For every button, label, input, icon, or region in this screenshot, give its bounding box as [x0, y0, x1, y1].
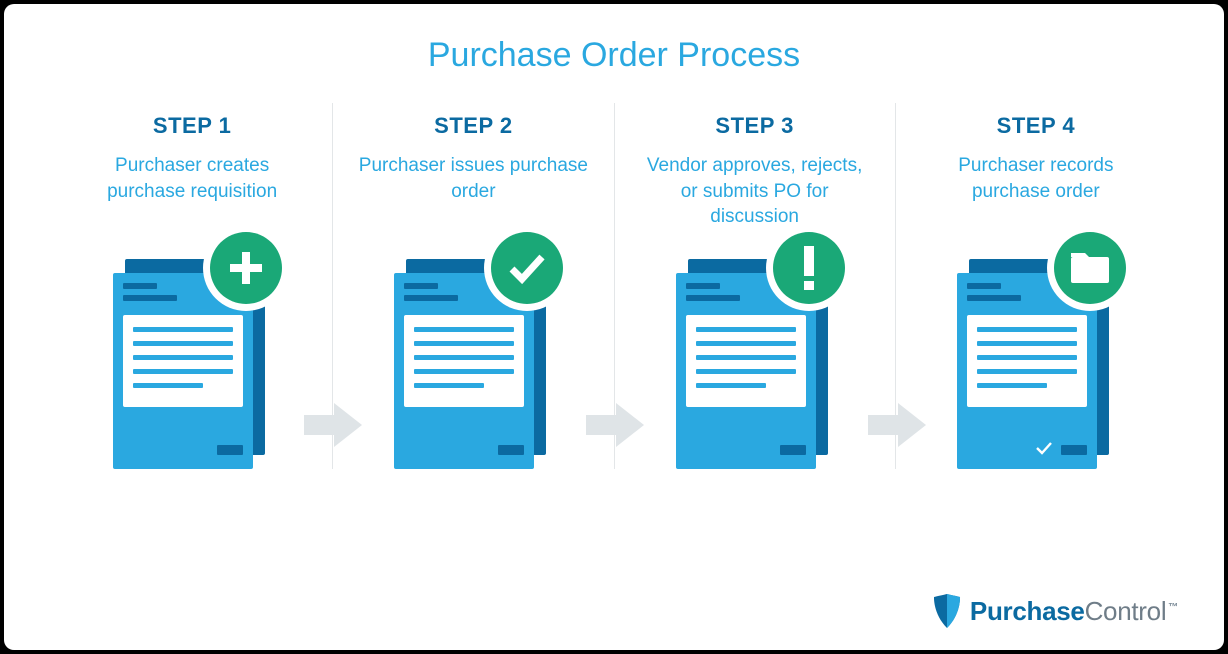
arrow-icon: [586, 403, 644, 447]
step-2-document-icon: [388, 259, 558, 469]
step-1-label: STEP 1: [68, 113, 316, 139]
small-check-icon: [1035, 441, 1053, 455]
step-2-desc: Purchaser issues purchase order: [349, 153, 597, 231]
step-4-desc: Purchaser records purchase order: [912, 153, 1160, 231]
folder-icon: [1047, 225, 1133, 311]
step-4-label: STEP 4: [912, 113, 1160, 139]
step-4-document-icon: [951, 259, 1121, 469]
brand-text: PurchaseControl™: [970, 596, 1178, 627]
plus-icon: [203, 225, 289, 311]
step-1: STEP 1 Purchaser creates purchase requis…: [52, 103, 332, 469]
step-2-label: STEP 2: [349, 113, 597, 139]
exclaim-icon: [766, 225, 852, 311]
step-1-document-icon: [107, 259, 277, 469]
step-1-desc: Purchaser creates purchase requisition: [68, 153, 316, 231]
arrow-icon: [304, 403, 362, 447]
step-3-desc: Vendor approves, rejects, or submits PO …: [631, 153, 879, 231]
infographic-card: Purchase Order Process STEP 1 Purchaser …: [4, 4, 1224, 650]
title: Purchase Order Process: [52, 36, 1176, 75]
steps-row: STEP 1 Purchaser creates purchase requis…: [52, 103, 1176, 469]
step-4: STEP 4 Purchaser records purchase order: [895, 103, 1176, 469]
check-icon: [484, 225, 570, 311]
step-3-document-icon: [670, 259, 840, 469]
brand-logo: PurchaseControl™: [932, 594, 1178, 628]
step-3: STEP 3 Vendor approves, rejects, or subm…: [614, 103, 895, 469]
step-2: STEP 2 Purchaser issues purchase order: [332, 103, 613, 469]
step-3-label: STEP 3: [631, 113, 879, 139]
shield-icon: [932, 594, 962, 628]
arrow-icon: [868, 403, 926, 447]
